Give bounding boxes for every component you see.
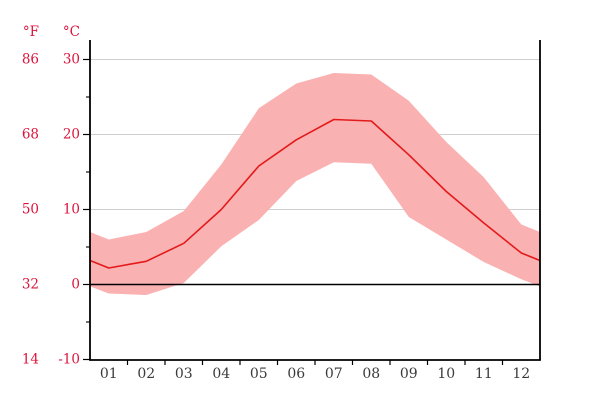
y-tick-label-c-0: 0 bbox=[71, 277, 80, 293]
month-label-08: 08 bbox=[362, 366, 380, 382]
month-label-09: 09 bbox=[400, 366, 418, 382]
temperature-range-band bbox=[90, 73, 540, 295]
month-label-04: 04 bbox=[212, 366, 230, 382]
y-tick-label-f-86: 86 bbox=[22, 52, 39, 68]
fahrenheit-unit-label: °F bbox=[23, 24, 39, 40]
y-tick-label-f-32: 32 bbox=[22, 277, 39, 293]
month-label-11: 11 bbox=[475, 366, 493, 382]
month-label-07: 07 bbox=[325, 366, 343, 382]
y-tick-label-c-20: 20 bbox=[63, 127, 80, 143]
y-tick-label-f-68: 68 bbox=[22, 127, 39, 143]
celsius-unit-label: °C bbox=[63, 24, 80, 40]
month-label-03: 03 bbox=[175, 366, 193, 382]
y-tick-label-f-50: 50 bbox=[22, 202, 39, 218]
month-label-12: 12 bbox=[512, 366, 530, 382]
month-label-10: 10 bbox=[437, 366, 455, 382]
y-tick-label-f-14: 14 bbox=[22, 352, 39, 368]
month-label-01: 01 bbox=[100, 366, 118, 382]
month-label-02: 02 bbox=[137, 366, 155, 382]
y-tick-label-c-10: 10 bbox=[63, 202, 80, 218]
chart-built-layers: 86 30 68 20 50 10 32 0 14 -10 01 02 03 04 05 06 07 08 09 10… bbox=[22, 40, 541, 382]
y-tick-label-c--10: -10 bbox=[58, 352, 80, 368]
mean-temperature-line bbox=[89, 118, 541, 269]
y-tick-label-c-30: 30 bbox=[63, 52, 80, 68]
month-label-06: 06 bbox=[287, 366, 305, 382]
month-label-05: 05 bbox=[250, 366, 268, 382]
